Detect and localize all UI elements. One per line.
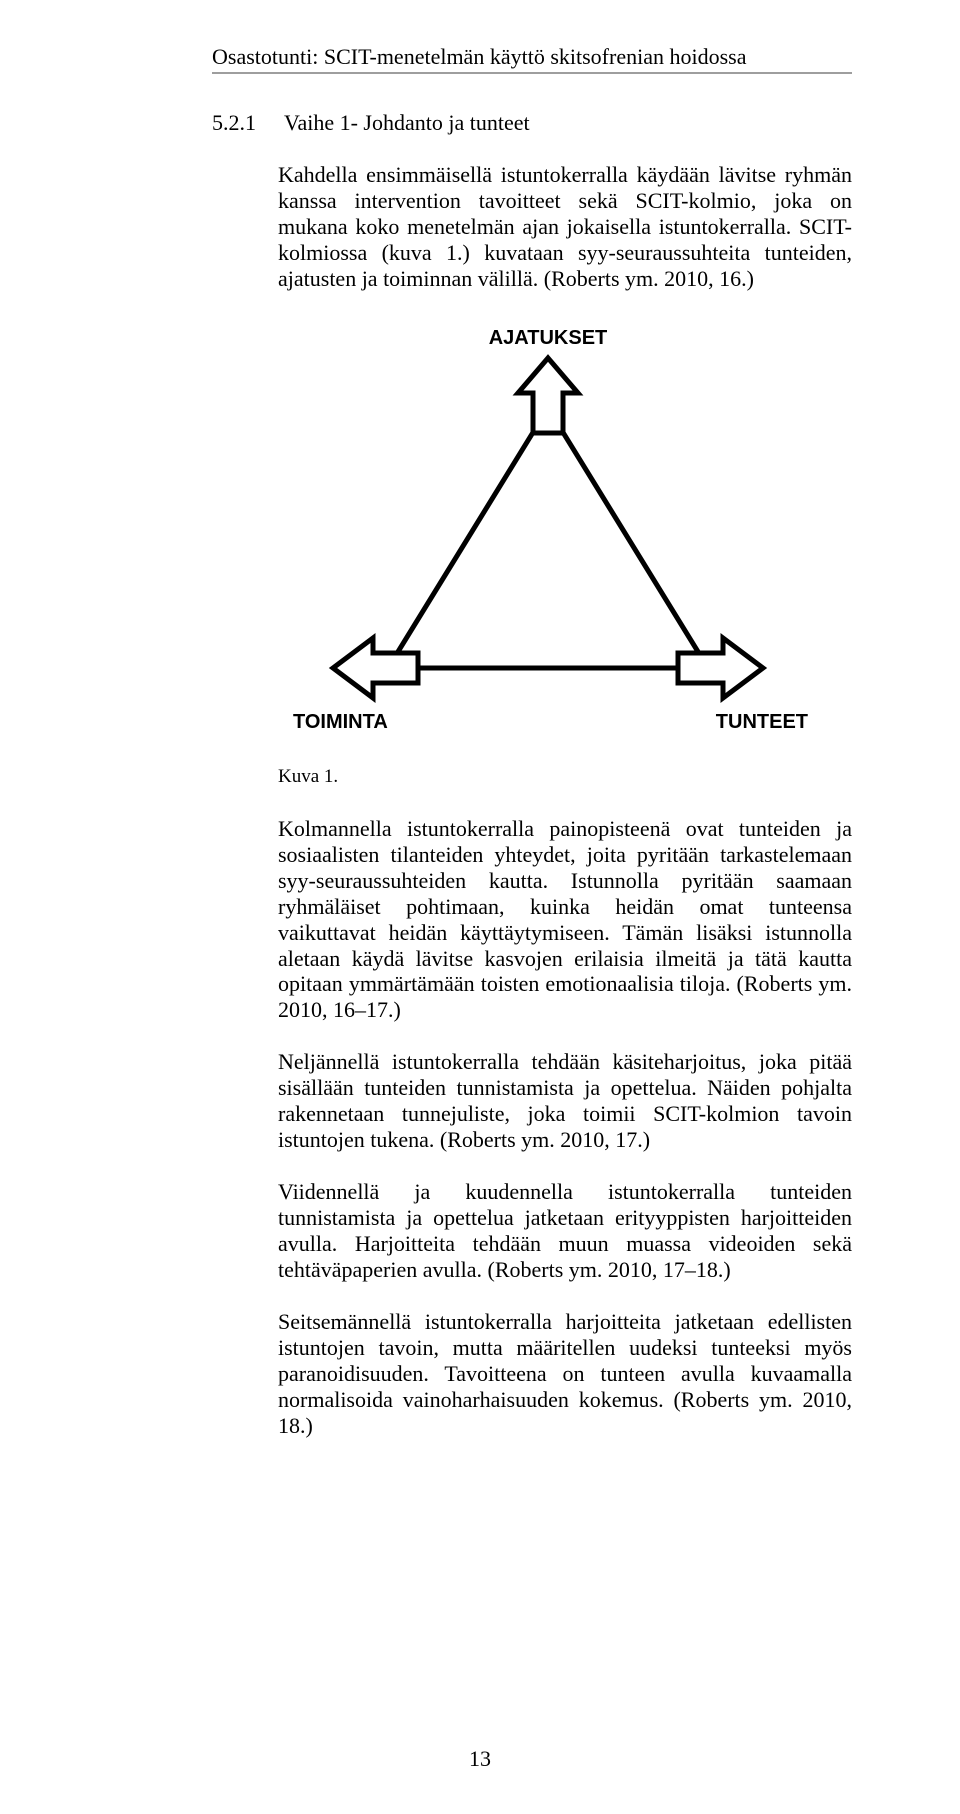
paragraph-4: Viidennellä ja kuudennella istuntokerral… xyxy=(278,1179,852,1283)
arrow-right-icon xyxy=(678,638,763,698)
arrow-left-icon xyxy=(333,638,418,698)
arrow-up-icon xyxy=(518,358,578,433)
section-title: Vaihe 1- Johdanto ja tunteet xyxy=(284,110,530,136)
paragraph-2: Kolmannella istuntokerralla painopisteen… xyxy=(278,816,852,1024)
page-number: 13 xyxy=(0,1746,960,1772)
scit-triangle-figure: AJATUKSET TOIMINTA TUNTEET xyxy=(278,318,852,738)
figure-caption: Kuva 1. xyxy=(278,766,852,788)
paragraph-1: Kahdella ensimmäisellä istuntokerralla k… xyxy=(278,162,852,292)
section-heading: 5.2.1 Vaihe 1- Johdanto ja tunteet xyxy=(212,110,852,136)
triangle-label-top: AJATUKSET xyxy=(489,327,608,349)
scit-triangle-svg: AJATUKSET TOIMINTA TUNTEET xyxy=(278,318,818,738)
page: Osastotunti: SCIT-menetelmän käyttö skit… xyxy=(0,0,960,1814)
running-head: Osastotunti: SCIT-menetelmän käyttö skit… xyxy=(212,44,852,70)
paragraph-3: Neljännellä istuntokerralla tehdään käsi… xyxy=(278,1049,852,1153)
section-number: 5.2.1 xyxy=(212,110,256,136)
triangle-shape xyxy=(388,408,708,668)
triangle-label-bottom-right: TUNTEET xyxy=(716,711,808,733)
paragraph-5: Seitsemännellä istuntokerralla harjoitte… xyxy=(278,1309,852,1439)
triangle-label-bottom-left: TOIMINTA xyxy=(293,711,388,733)
header-rule xyxy=(212,72,852,74)
